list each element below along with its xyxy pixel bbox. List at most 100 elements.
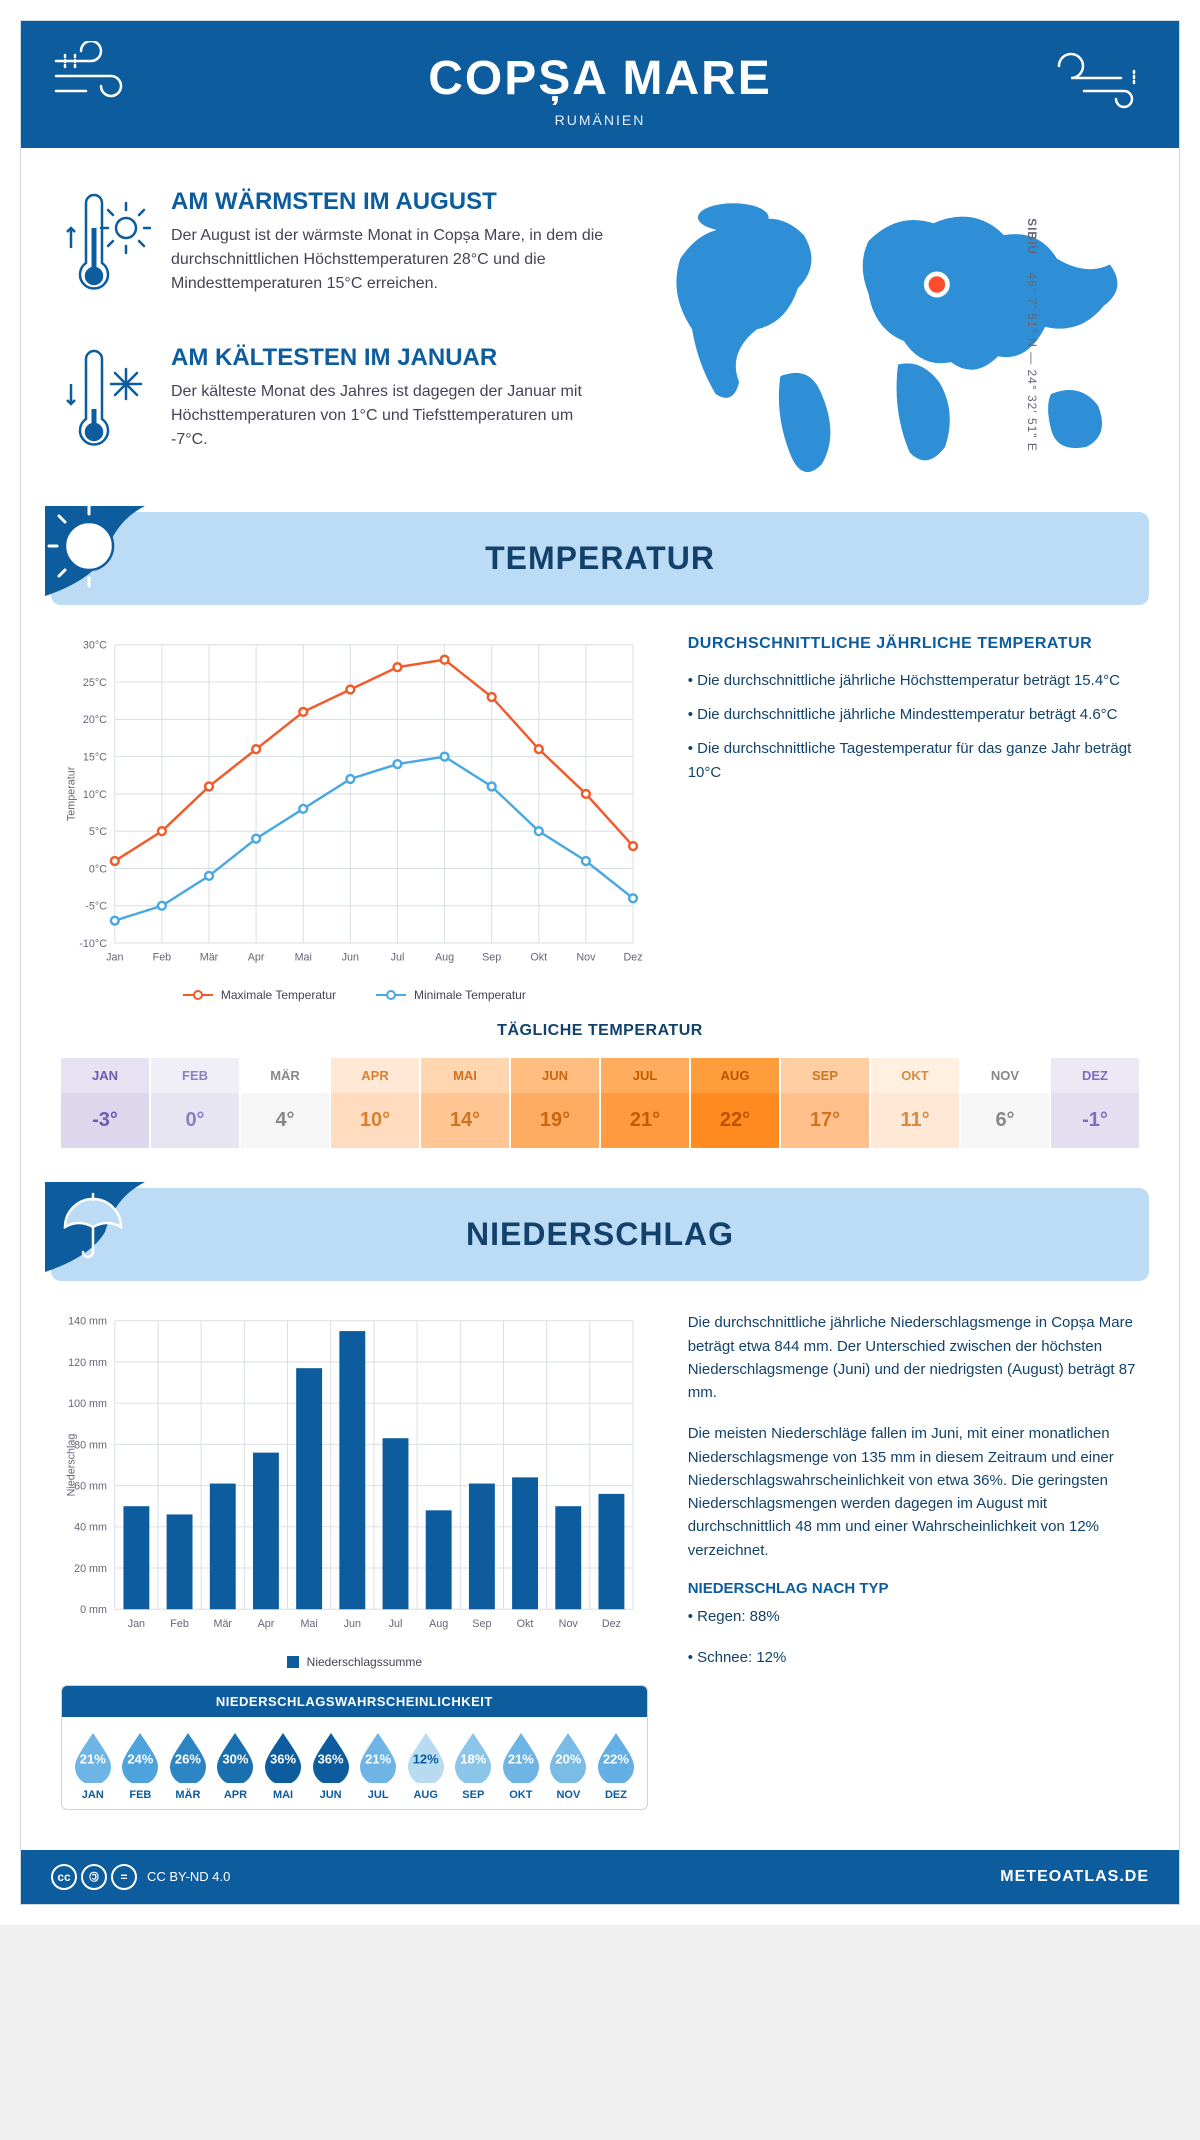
temp-table-cell: MÄR 4° [241, 1058, 331, 1148]
svg-text:-5°C: -5°C [85, 901, 107, 913]
svg-text:Temperatur: Temperatur [66, 766, 78, 821]
temp-table-cell: AUG 22° [691, 1058, 781, 1148]
temp-table-cell: JAN -3° [61, 1058, 151, 1148]
coldest-text: Der kälteste Monat des Jahres ist dagege… [171, 380, 605, 452]
probability-cell: 21% JUL [355, 1731, 401, 1801]
country-subtitle: RUMÄNIEN [428, 112, 772, 128]
probability-cell: 24% FEB [118, 1731, 164, 1801]
wind-icon [1049, 41, 1149, 111]
probability-cell: 36% JUN [308, 1731, 354, 1801]
daily-temp-table: JAN -3° FEB 0° MÄR 4° APR 10° MAI 14° JU… [61, 1058, 1139, 1148]
daily-temp-title: TÄGLICHE TEMPERATUR [61, 1022, 1139, 1040]
city-title: COPȘA MARE [428, 51, 772, 106]
svg-text:Apr: Apr [258, 1618, 275, 1630]
probability-cell: 18% SEP [451, 1731, 497, 1801]
svg-text:60 mm: 60 mm [74, 1481, 107, 1493]
svg-text:Nov: Nov [576, 952, 596, 964]
site-name: METEOATLAS.DE [1000, 1868, 1149, 1886]
precip-chart-legend: Niederschlagssumme [61, 1655, 648, 1669]
coldest-title: AM KÄLTESTEN IM JANUAR [171, 344, 605, 372]
svg-text:25°C: 25°C [83, 677, 107, 689]
svg-text:Dez: Dez [602, 1618, 621, 1630]
temperature-summary: DURCHSCHNITTLICHE JÄHRLICHE TEMPERATUR •… [688, 635, 1139, 1002]
svg-text:Sep: Sep [472, 1618, 491, 1630]
precip-probability-box: NIEDERSCHLAGSWAHRSCHEINLICHKEIT 21% JAN … [61, 1685, 648, 1810]
svg-text:Jun: Jun [344, 1618, 361, 1630]
precipitation-section-header: NIEDERSCHLAG [51, 1188, 1149, 1281]
temp-table-cell: SEP 17° [781, 1058, 871, 1148]
svg-text:Mär: Mär [200, 952, 219, 964]
temp-table-cell: APR 10° [331, 1058, 421, 1148]
sun-icon [45, 506, 145, 606]
by-icon: 🄯 [81, 1864, 107, 1890]
temp-table-cell: DEZ -1° [1051, 1058, 1139, 1148]
svg-text:Jul: Jul [391, 952, 405, 964]
svg-text:Mär: Mär [213, 1618, 232, 1630]
temperature-line-chart: -10°C -5°C 0°C 5°C 10°C 15°C 20°C 25°C 30°C Jan Fe… [61, 635, 648, 977]
header: COPȘA MARE RUMÄNIEN [21, 21, 1179, 148]
probability-cell: 26% MÄR [165, 1731, 211, 1801]
svg-text:Feb: Feb [153, 952, 172, 964]
precipitation-bar-chart: 0 mm20 mm40 mm60 mm80 mm100 mm120 mm140 … [61, 1311, 648, 1643]
temp-table-cell: OKT 11° [871, 1058, 961, 1148]
world-map-icon [645, 188, 1139, 482]
svg-text:-10°C: -10°C [79, 938, 107, 950]
svg-text:140 mm: 140 mm [68, 1316, 107, 1328]
svg-text:Feb: Feb [170, 1618, 189, 1630]
license-text: CC BY-ND 4.0 [147, 1869, 230, 1884]
svg-text:0 mm: 0 mm [80, 1605, 107, 1617]
temperature-title: TEMPERATUR [71, 540, 1129, 577]
coldest-info: AM KÄLTESTEN IM JANUAR Der kälteste Mona… [61, 344, 605, 464]
svg-text:0°C: 0°C [89, 864, 107, 876]
temp-table-cell: NOV 6° [961, 1058, 1051, 1148]
svg-text:20°C: 20°C [83, 714, 107, 726]
svg-text:Okt: Okt [530, 952, 547, 964]
svg-text:Jan: Jan [106, 952, 123, 964]
svg-text:Jun: Jun [342, 952, 359, 964]
svg-text:Jul: Jul [389, 1618, 403, 1630]
svg-text:120 mm: 120 mm [68, 1357, 107, 1369]
svg-text:Jan: Jan [128, 1618, 145, 1630]
svg-text:Mai: Mai [295, 952, 312, 964]
nd-icon: = [111, 1864, 137, 1890]
probability-cell: 36% MAI [260, 1731, 306, 1801]
temp-table-cell: JUL 21° [601, 1058, 691, 1148]
thermometer-cold-icon [61, 344, 151, 464]
probability-cell: 21% OKT [498, 1731, 544, 1801]
wind-icon [51, 41, 151, 111]
temp-chart-legend: Maximale Temperatur Minimale Temperatur [61, 988, 648, 1002]
coordinates: SIBIU 46° 7' 51" N — 24° 32' 51" E [1025, 218, 1039, 452]
intro-section: AM WÄRMSTEN IM AUGUST Der August ist der… [21, 148, 1179, 512]
temperature-section-header: TEMPERATUR [51, 512, 1149, 605]
probability-cell: 22% DEZ [593, 1731, 639, 1801]
svg-text:Sep: Sep [482, 952, 501, 964]
probability-cell: 21% JAN [70, 1731, 116, 1801]
svg-text:Apr: Apr [248, 952, 265, 964]
temp-table-cell: MAI 14° [421, 1058, 511, 1148]
svg-text:15°C: 15°C [83, 752, 107, 764]
thermometer-hot-icon [61, 188, 151, 308]
svg-text:Aug: Aug [429, 1618, 448, 1630]
svg-text:Mai: Mai [300, 1618, 317, 1630]
probability-cell: 12% AUG [403, 1731, 449, 1801]
svg-text:80 mm: 80 mm [74, 1440, 107, 1452]
svg-text:20 mm: 20 mm [74, 1563, 107, 1575]
cc-icon: cc [51, 1864, 77, 1890]
footer: cc 🄯 = CC BY-ND 4.0 METEOATLAS.DE [21, 1850, 1179, 1904]
warmest-text: Der August ist der wärmste Monat in Copș… [171, 224, 605, 296]
svg-text:5°C: 5°C [89, 826, 107, 838]
svg-text:Niederschlag: Niederschlag [66, 1434, 78, 1497]
svg-text:30°C: 30°C [83, 640, 107, 652]
cc-icons: cc 🄯 = [51, 1864, 137, 1890]
probability-cell: 30% APR [213, 1731, 259, 1801]
probability-cell: 20% NOV [546, 1731, 592, 1801]
temp-table-cell: JUN 19° [511, 1058, 601, 1148]
temp-table-cell: FEB 0° [151, 1058, 241, 1148]
svg-text:10°C: 10°C [83, 789, 107, 801]
svg-text:Nov: Nov [559, 1618, 579, 1630]
svg-text:Dez: Dez [623, 952, 642, 964]
warmest-info: AM WÄRMSTEN IM AUGUST Der August ist der… [61, 188, 605, 308]
precipitation-title: NIEDERSCHLAG [71, 1216, 1129, 1253]
svg-text:40 mm: 40 mm [74, 1522, 107, 1534]
umbrella-icon [45, 1182, 145, 1282]
